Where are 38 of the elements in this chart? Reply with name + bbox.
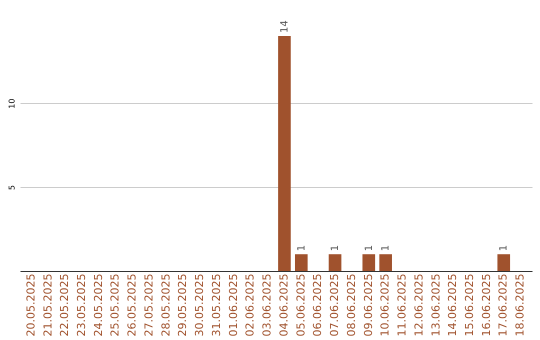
x-tick-label: 24.05.2025: [92, 274, 105, 336]
x-tick-label: 31.05.2025: [210, 274, 223, 336]
x-tick-label: 04.06.2025: [277, 274, 290, 336]
data-label: 1: [330, 244, 342, 252]
x-tick-label: 15.06.2025: [463, 274, 476, 336]
data-label: 1: [498, 244, 510, 252]
x-tick-label: 16.06.2025: [480, 274, 493, 336]
x-tick-label: 22.05.2025: [58, 274, 72, 336]
x-tick-label: 01.06.2025: [226, 274, 240, 336]
x-tick-label: 23.05.2025: [74, 274, 88, 336]
x-tick-label: 18.06.2025: [514, 274, 527, 336]
y-tick-label: 5: [8, 185, 16, 190]
x-tick-label: 13.06.2025: [429, 274, 442, 336]
x-tick-label: 02.06.2025: [244, 274, 257, 336]
x-tick-label: 07.06.2025: [328, 274, 342, 336]
x-tick-label: 26.05.2025: [126, 274, 139, 336]
x-tick-label: 27.05.2025: [142, 274, 156, 336]
x-tick-label: 14.06.2025: [446, 274, 460, 336]
data-label: 1: [296, 244, 308, 252]
x-tick-label: 17.06.2025: [496, 274, 510, 336]
x-tick-label: 30.05.2025: [193, 274, 206, 336]
x-tick-label: 06.06.2025: [311, 274, 324, 336]
x-tick-label: 05.06.2025: [294, 274, 308, 336]
x-tick-label: 12.06.2025: [412, 274, 426, 336]
x-tick-label: 10.06.2025: [378, 274, 392, 336]
x-tick-label: 03.06.2025: [260, 274, 274, 336]
data-label: 1: [364, 244, 375, 252]
data-label: 1: [380, 244, 392, 252]
y-tick-label: 10: [8, 98, 16, 109]
x-tick-label: 21.05.2025: [41, 274, 54, 336]
x-tick-label: 29.05.2025: [176, 274, 190, 336]
x-tick-label: 20.05.2025: [24, 274, 38, 336]
x-tick-label: 25.05.2025: [108, 274, 122, 336]
x-tick-label: 11.06.2025: [396, 274, 409, 336]
x-tick-label: 08.06.2025: [344, 274, 358, 336]
data-label: 14: [279, 20, 290, 33]
x-tick-label: 09.06.2025: [362, 274, 375, 336]
x-tick-label: 28.05.2025: [159, 274, 172, 336]
